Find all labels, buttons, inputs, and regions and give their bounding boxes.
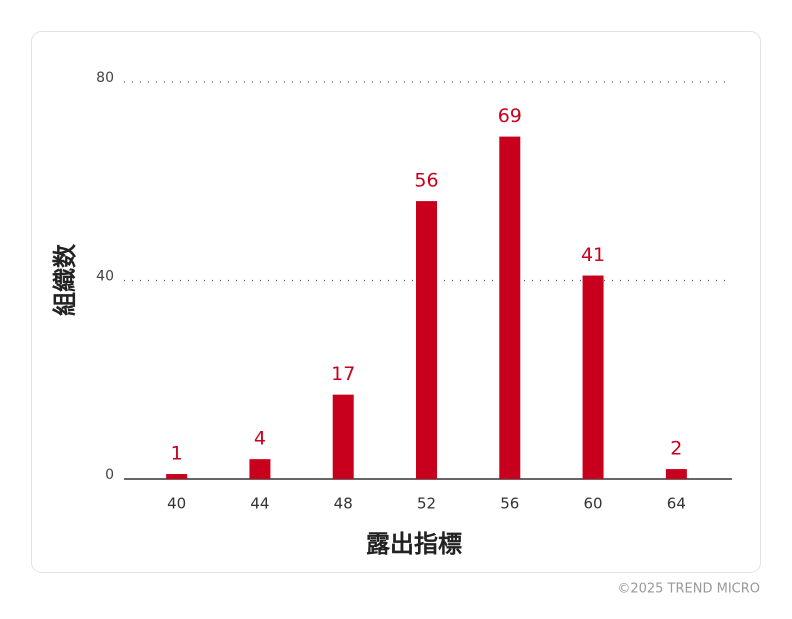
bar (416, 201, 437, 479)
y-tick-label: 80 (96, 70, 114, 86)
x-tick-label: 56 (500, 495, 519, 513)
card (31, 31, 761, 573)
data-label: 4 (254, 428, 266, 450)
x-axis-label: 露出指標 (366, 530, 462, 558)
footer: ©2025 TREND MICRO (617, 582, 760, 597)
x-tick-label: 60 (584, 495, 603, 513)
x-tick-label: 48 (334, 495, 353, 513)
data-label: 17 (331, 363, 355, 385)
bar (665, 469, 687, 479)
data-label: 2 (670, 438, 682, 460)
x-tick-label: 40 (167, 495, 186, 513)
y-axis-label: 組織数 (51, 243, 79, 316)
data-label: 41 (581, 244, 605, 266)
x-tick-label: 64 (667, 495, 686, 513)
data-label: 1 (171, 443, 183, 465)
bar (582, 275, 604, 479)
data-label: 69 (498, 105, 522, 127)
x-tick-label: 44 (250, 495, 269, 513)
bar (499, 136, 521, 479)
bar (332, 394, 354, 479)
bar (166, 474, 188, 479)
y-tick-label: 0 (105, 467, 114, 483)
y-tick-label: 40 (96, 269, 114, 285)
bar (249, 459, 271, 479)
x-tick-label: 52 (417, 495, 436, 513)
data-label: 56 (414, 170, 438, 192)
